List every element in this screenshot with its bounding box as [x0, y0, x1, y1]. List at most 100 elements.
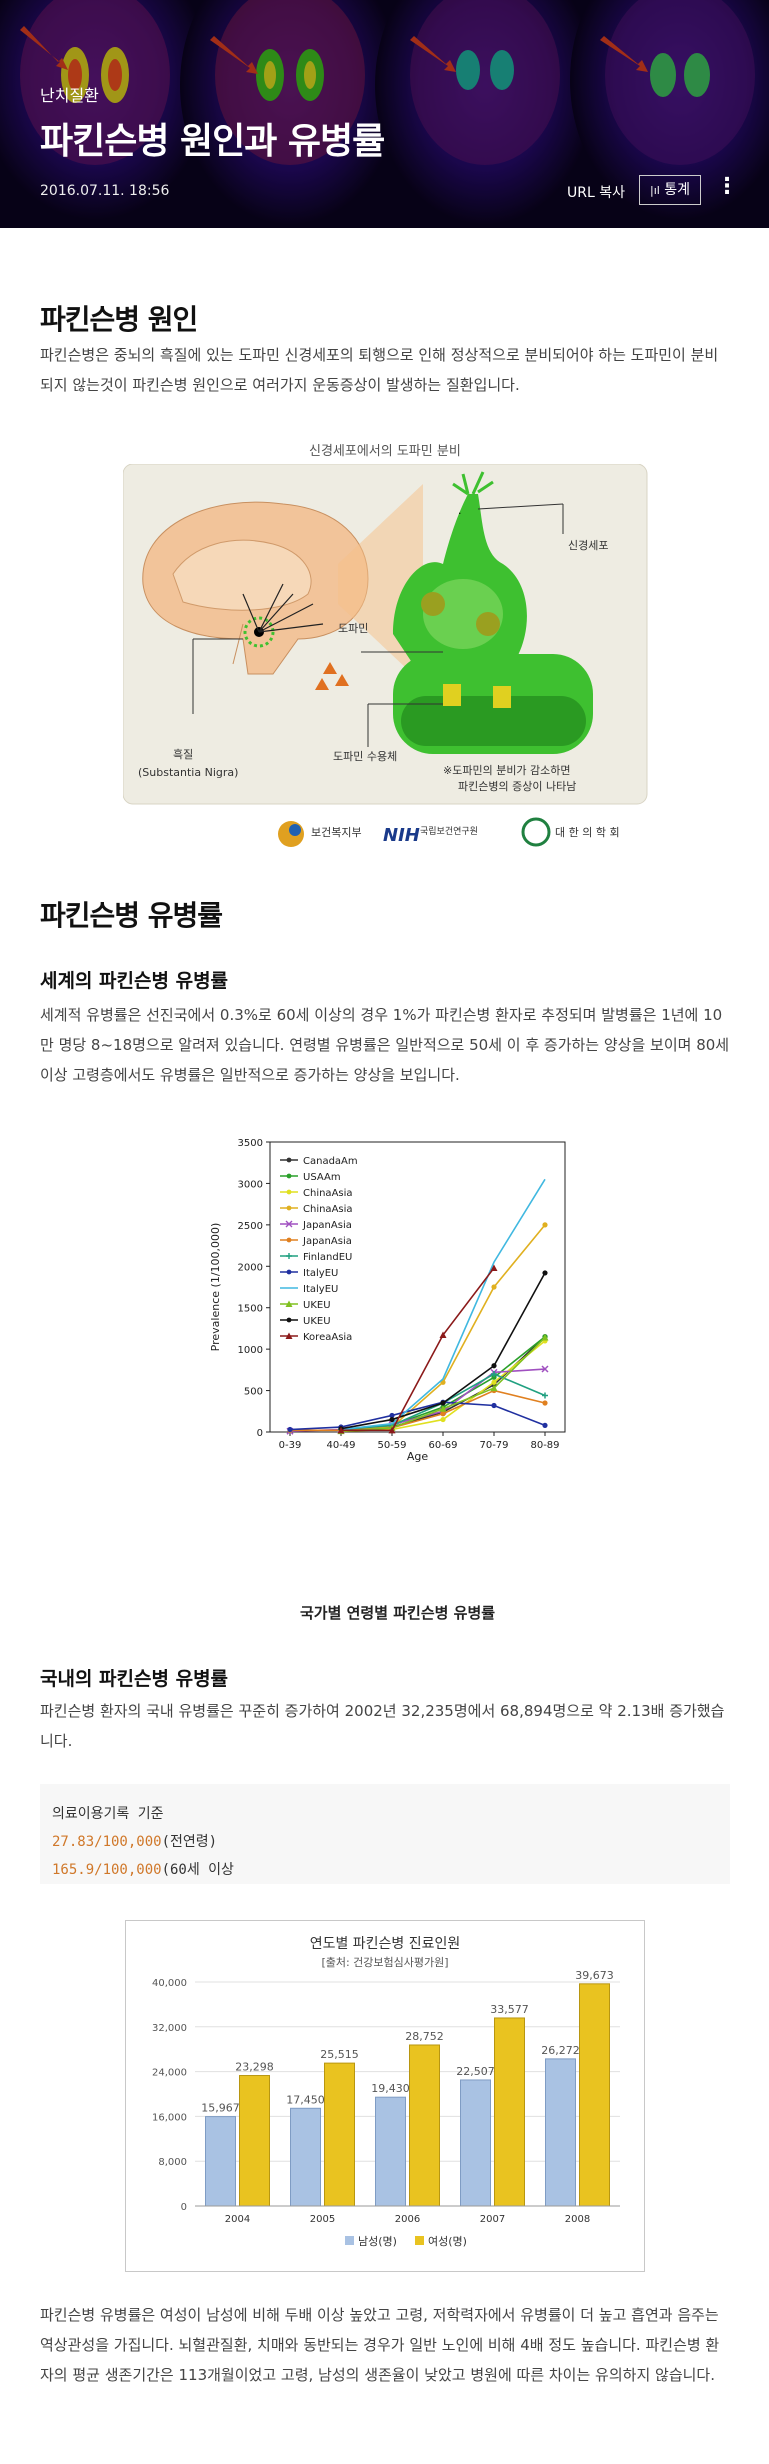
data-point: [439, 1405, 447, 1412]
more-menu-icon[interactable]: ⋮: [716, 174, 738, 199]
stats-button[interactable]: |ıl 통계: [639, 175, 702, 205]
legend-label: JapanAsia: [302, 1236, 352, 1247]
legend-label: FinlandEU: [303, 1252, 352, 1263]
page-title: 파킨슨병 원인과 유병률: [40, 121, 385, 162]
data-point: [490, 1264, 498, 1271]
world-chart-caption: 국가별 연령별 파킨슨병 유병률: [300, 1604, 496, 1622]
legend-marker: [286, 1173, 292, 1179]
legend-marker: [286, 1205, 292, 1211]
section-title-cause: 파킨슨병 원인: [40, 303, 198, 336]
data-point: [491, 1374, 497, 1380]
data-point: [389, 1412, 395, 1419]
legend-label: ChinaAsia: [303, 1188, 353, 1199]
logo-kams: 대 한 의 학 회: [555, 826, 620, 839]
bar: [239, 2075, 270, 2207]
chart-subtitle: [출처: 건강보험심사평가원]: [321, 1956, 448, 1969]
data-point: [541, 1365, 549, 1373]
legend-label: UKEU: [303, 1316, 331, 1327]
data-point: [491, 1363, 497, 1369]
data-point: [491, 1402, 497, 1409]
legend-label: 여성(명): [428, 2235, 467, 2248]
world-prevalence-title: 세계의 파킨슨병 유병률: [40, 970, 229, 992]
svg-text:·: ·: [458, 507, 462, 520]
y-tick-label: 2500: [238, 1221, 263, 1232]
url-copy-button[interactable]: URL 복사: [567, 185, 625, 201]
series-line: [289, 1401, 546, 1431]
world-prevalence-paragraph: 세계적 유병률은 선진국에서 0.3%로 60세 이상의 경우 1%가 파킨슨병…: [40, 1006, 730, 1084]
code-line2-num: 27.83/100,000: [52, 1834, 162, 1850]
bar: [460, 2079, 491, 2207]
data-point: [491, 1284, 497, 1290]
y-axis-label: Prevalence (1/100,000): [209, 1223, 222, 1352]
post-date: 2016.07.11. 18:56: [40, 183, 170, 199]
y-tick-label: 2000: [238, 1262, 263, 1273]
bar: [579, 1983, 610, 2207]
y-tick-label: 0: [181, 2202, 187, 2213]
series-line: [341, 1267, 495, 1432]
y-tick-label: 8,000: [158, 2157, 187, 2168]
legend-label: USAAm: [303, 1172, 341, 1183]
label-dopamine: 도파민: [338, 622, 368, 635]
note-line1: ※도파민의 분비가 감소하면: [443, 763, 571, 777]
note-line2: 파킨슨병의 증상이 나타남: [458, 780, 576, 793]
bottom-paragraph: 파킨슨병 유병률은 여성이 남성에 비해 두배 이상 높았고 고령, 저학력자에…: [40, 2306, 720, 2384]
legend-marker: [286, 1237, 292, 1243]
legend-label: 남성(명): [358, 2235, 397, 2248]
legend-label: UKEU: [303, 1300, 331, 1311]
logo-nih: 국립보건연구원: [420, 826, 478, 837]
dopamine-illustration: · 신경세포 도파민 도파민 수용체 흑질 (Substantia Nigra)…: [123, 464, 648, 847]
korea-yearly-bar-chart: 연도별 파킨슨병 진료인원 [출처: 건강보험심사평가원] 0 8,000 16,000…: [125, 1920, 645, 2272]
code-line1: 의료이용기록 기준: [52, 1806, 164, 1822]
data-point: [542, 1270, 548, 1276]
legend-marker: [285, 1220, 293, 1228]
x-tick-label: 80-89: [530, 1440, 559, 1451]
legend-label: CanadaAm: [303, 1156, 358, 1167]
label-substantia-en: (Substantia Nigra): [138, 766, 238, 779]
x-tick-label: 60-69: [428, 1440, 457, 1451]
label-receptor: 도파민 수용체: [333, 750, 397, 763]
data-label: 26,272: [541, 2044, 580, 2057]
y-tick-label: 24,000: [152, 2068, 187, 2079]
x-tick-label: 50-59: [377, 1440, 406, 1451]
x-tick-label: 40-49: [326, 1440, 355, 1451]
legend-swatch: [345, 2236, 354, 2245]
label-substantia: 흑질: [173, 747, 193, 761]
x-tick-label: 2008: [565, 2214, 590, 2225]
chart-title: 연도별 파킨슨병 진료인원: [310, 1936, 461, 1952]
data-label: 22,507: [456, 2065, 495, 2078]
data-label: 33,577: [490, 2003, 529, 2016]
y-tick-label: 40,000: [152, 1978, 187, 1989]
bar: [324, 2062, 355, 2207]
data-point: [337, 1426, 345, 1434]
y-tick-label: 1000: [238, 1345, 263, 1356]
x-axis-label: Age: [407, 1450, 429, 1463]
bar: [409, 2044, 440, 2207]
legend-swatch: [415, 2236, 424, 2245]
code-line2-txt: (전연령): [161, 1834, 218, 1850]
article-header: 난치질환 파킨슨병 원인과 유병률 2016.07.11. 18:56 URL …: [0, 0, 769, 228]
medical-record-box: 의료이용기록 기준 27.83/100,000(전연령) 165.9/100,0…: [40, 1784, 730, 1884]
bar: [205, 2116, 236, 2207]
section-title-prevalence: 파킨슨병 유병률: [40, 899, 223, 932]
data-label: 39,673: [575, 1969, 614, 1982]
legend-marker: [286, 1317, 292, 1323]
korea-prevalence-paragraph: 파킨슨병 환자의 국내 유병률은 꾸준히 증가하여 2002년 32,235명에…: [40, 1702, 725, 1750]
data-label: 17,450: [286, 2093, 325, 2106]
legend-marker: [285, 1332, 293, 1339]
category-label[interactable]: 난치질환: [40, 86, 99, 105]
label-neuron: 신경세포: [568, 539, 608, 552]
logo-nih-mark: NIH: [383, 825, 420, 846]
header-overlay: [0, 0, 769, 228]
data-label: 23,298: [235, 2061, 274, 2074]
legend-label: KoreaAsia: [303, 1332, 352, 1343]
data-label: 15,967: [201, 2102, 240, 2115]
data-point: [542, 1422, 548, 1428]
y-tick-label: 1500: [238, 1304, 263, 1315]
data-label: 28,752: [405, 2030, 444, 2043]
y-tick-label: 0: [257, 1428, 263, 1439]
data-point: [541, 1334, 549, 1341]
legend-marker: [285, 1300, 293, 1307]
figure1-caption: 신경세포에서의 도파민 분비: [309, 444, 461, 459]
data-point: [542, 1400, 548, 1406]
world-prevalence-chart: 0 500 1000 1500 2000 2500 3000 3500 0-39 40-49 50-…: [209, 1138, 566, 1463]
